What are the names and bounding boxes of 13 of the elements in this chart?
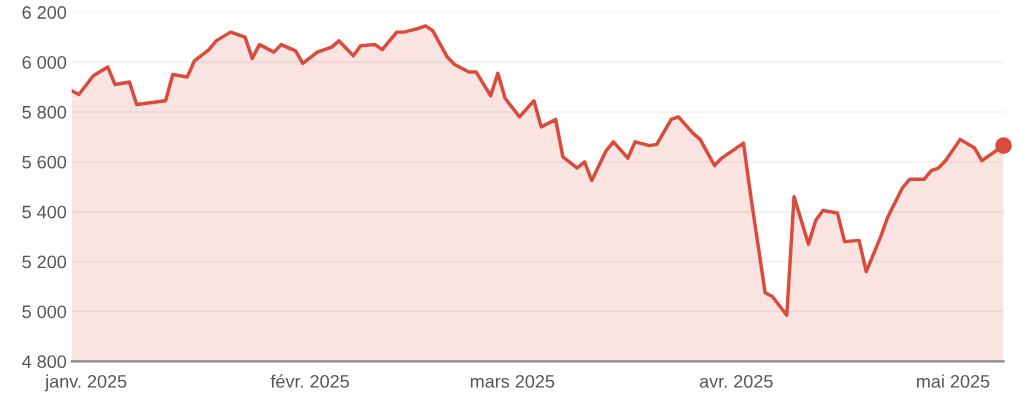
- y-tick-label: 5 600: [22, 155, 67, 169]
- x-tick-label: févr. 2025: [270, 374, 349, 388]
- y-tick-label: 5 400: [22, 205, 67, 219]
- y-tick-label: 4 800: [22, 355, 67, 369]
- y-tick-label: 6 000: [22, 55, 67, 69]
- x-tick-label: janv. 2025: [44, 374, 127, 392]
- y-tick-label: 5 000: [22, 305, 67, 319]
- x-tick-label: mars 2025: [470, 375, 555, 388]
- x-tick-label: avr. 2025: [699, 375, 773, 388]
- y-tick-label: 5 800: [22, 105, 67, 119]
- y-tick-label: 6 200: [22, 6, 67, 19]
- x-tick-label: mai 2025: [917, 374, 990, 388]
- y-tick-label: 5 200: [22, 255, 67, 269]
